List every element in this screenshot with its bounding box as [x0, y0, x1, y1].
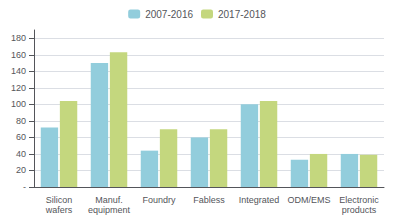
svg-text:2007-2016: 2007-2016	[145, 9, 193, 20]
svg-text:Integrated: Integrated	[239, 195, 280, 205]
svg-text:Electronic: Electronic	[339, 195, 379, 205]
svg-text:Fabless: Fabless	[193, 195, 225, 205]
svg-text:60: 60	[16, 132, 26, 142]
svg-text:Silicon: Silicon	[46, 195, 73, 205]
svg-text:equipment: equipment	[88, 205, 131, 215]
svg-text:-: -	[23, 182, 26, 192]
svg-text:20: 20	[16, 165, 26, 175]
svg-text:120: 120	[11, 83, 26, 93]
svg-text:Manuf.: Manuf.	[95, 195, 123, 205]
svg-text:Foundry: Foundry	[142, 195, 176, 205]
svg-text:160: 160	[11, 50, 26, 60]
svg-text:wafers: wafers	[45, 205, 73, 215]
svg-text:180: 180	[11, 33, 26, 43]
svg-text:ODM/EMS: ODM/EMS	[287, 195, 330, 205]
svg-text:80: 80	[16, 116, 26, 126]
svg-text:140: 140	[11, 66, 26, 76]
svg-text:100: 100	[11, 99, 26, 109]
svg-text:2017-2018: 2017-2018	[218, 9, 266, 20]
svg-text:products: products	[342, 205, 377, 215]
svg-text:40: 40	[16, 149, 26, 159]
